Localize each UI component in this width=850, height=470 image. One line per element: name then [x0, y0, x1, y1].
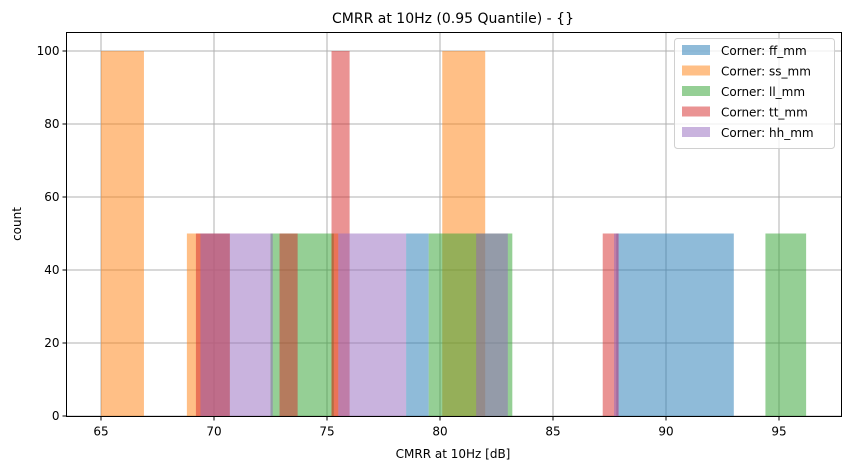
- histogram-bar: [614, 233, 619, 416]
- x-tick-label: 75: [319, 425, 334, 439]
- y-tick-label: 20: [44, 336, 59, 350]
- histogram-bar: [765, 233, 807, 416]
- plot-frame: [66, 32, 842, 417]
- y-tick-label: 80: [44, 117, 59, 131]
- legend-label: Corner: tt_mm: [721, 106, 808, 120]
- legend-swatch: [682, 65, 710, 76]
- histogram-bar: [101, 51, 144, 416]
- x-tick-label: 85: [545, 425, 560, 439]
- x-axis-ticks: 65 70 75 80 85 90 95: [93, 416, 787, 439]
- histogram-bar: [279, 233, 298, 416]
- x-tick-label: 65: [93, 425, 108, 439]
- chart-title: CMRR at 10Hz (0.95 Quantile) - {}: [332, 11, 574, 27]
- legend-box: [674, 38, 835, 149]
- y-tick-label: 100: [37, 44, 60, 58]
- histogram-bar: [406, 233, 429, 416]
- legend-label: Corner: ff_mm: [721, 44, 807, 58]
- y-axis-label: count: [10, 207, 24, 241]
- y-tick-label: 60: [44, 190, 59, 204]
- legend-swatch: [682, 86, 710, 96]
- x-axis-label: CMRR at 10Hz [dB]: [396, 447, 511, 461]
- histogram-bar: [616, 233, 734, 416]
- histogram-bar: [200, 233, 273, 416]
- y-axis-ticks: 0 20 40 60 80 100: [37, 44, 67, 423]
- x-tick-label: 80: [432, 425, 447, 439]
- legend-swatch: [682, 106, 710, 117]
- legend-swatch: [682, 45, 710, 55]
- bars: [101, 51, 807, 416]
- legend-label: Corner: ss_mm: [721, 65, 811, 79]
- legend: Corner: ff_mm Corner: ss_mm Corner: ll_mm C…: [674, 38, 835, 149]
- histogram-bar: [476, 233, 508, 416]
- x-tick-label: 90: [658, 425, 673, 439]
- x-tick-label: 95: [771, 425, 786, 439]
- x-tick-label: 70: [206, 425, 221, 439]
- legend-swatch: [682, 127, 710, 137]
- histogram-bar: [338, 233, 407, 416]
- legend-label: Corner: hh_mm: [721, 126, 814, 140]
- y-tick-label: 40: [44, 263, 59, 277]
- y-tick-label: 0: [52, 409, 60, 423]
- legend-label: Corner: ll_mm: [721, 85, 805, 99]
